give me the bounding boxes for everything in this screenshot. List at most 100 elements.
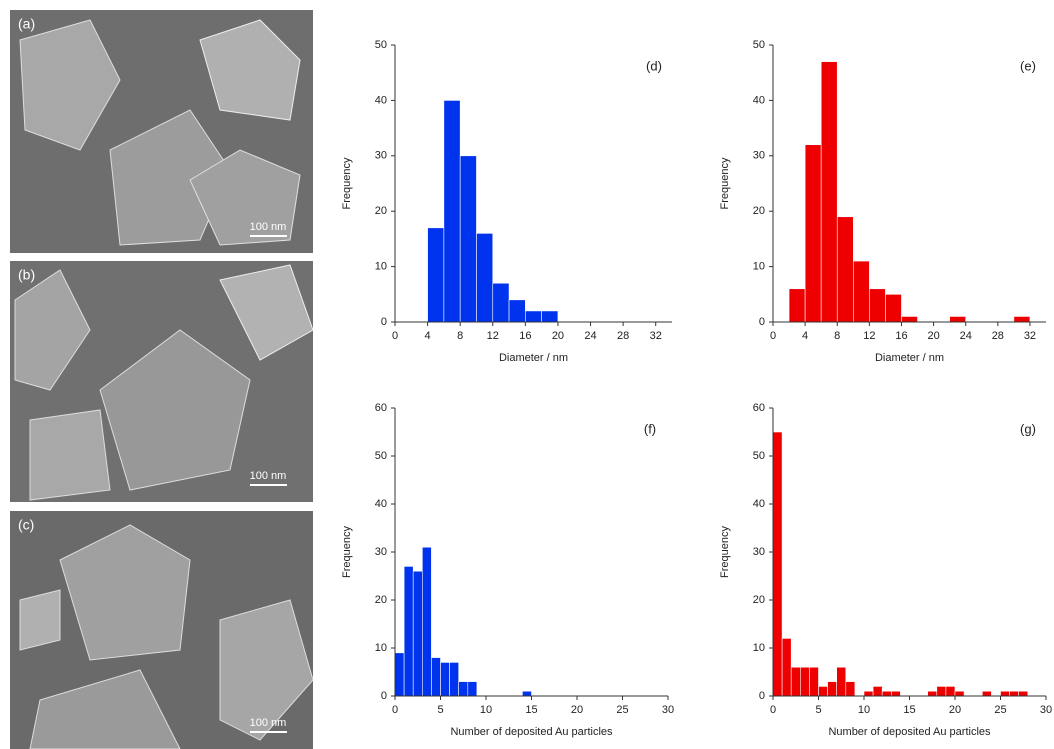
y-axis-label: Frequency — [341, 157, 353, 209]
scale-label: 100 nm — [250, 717, 287, 729]
x-tick-label: 15 — [903, 704, 915, 716]
bar — [799, 666, 810, 697]
x-tick-label: 25 — [616, 704, 628, 716]
grain — [219, 599, 314, 741]
y-tick-label: 10 — [375, 261, 387, 273]
bar — [863, 690, 874, 697]
bar — [427, 227, 445, 323]
bar — [788, 288, 806, 323]
bar — [885, 293, 902, 323]
bar — [845, 681, 856, 697]
y-tick-label: 60 — [375, 402, 387, 414]
bar — [936, 686, 947, 697]
y-tick-label: 0 — [381, 690, 387, 702]
bar — [1018, 690, 1029, 697]
panel-label: (c) — [18, 517, 34, 533]
x-tick-label: 30 — [1040, 704, 1052, 716]
x-tick-label: 25 — [994, 704, 1006, 716]
x-tick-label: 20 — [552, 330, 564, 342]
bar — [443, 100, 461, 323]
y-tick-label: 20 — [753, 205, 765, 217]
bar — [772, 431, 783, 697]
x-tick-label: 24 — [960, 330, 972, 342]
x-tick-label: 16 — [895, 330, 907, 342]
bar — [836, 666, 847, 697]
x-tick-label: 4 — [425, 330, 431, 342]
y-tick-label: 30 — [375, 546, 387, 558]
y-tick-label: 40 — [753, 94, 765, 106]
x-axis-label: Number of deposited Au particles — [450, 726, 613, 738]
grain — [99, 329, 251, 491]
y-tick-label: 40 — [375, 498, 387, 510]
x-axis-label: Diameter / nm — [875, 352, 944, 364]
x-tick-label: 20 — [571, 704, 583, 716]
bar — [818, 686, 828, 697]
x-tick-label: 16 — [519, 330, 531, 342]
bar — [476, 233, 494, 323]
x-axis-label: Diameter / nm — [499, 352, 568, 364]
bar — [804, 144, 822, 323]
panel-label: (b) — [18, 267, 35, 283]
y-tick-label: 20 — [375, 205, 387, 217]
x-tick-label: 10 — [858, 704, 870, 716]
y-tick-label: 30 — [375, 150, 387, 162]
y-tick-label: 0 — [759, 316, 765, 328]
bar — [467, 681, 478, 697]
x-axis-label: Number of deposited Au particles — [828, 726, 991, 738]
chart-annotation: (f) — [644, 421, 656, 436]
y-tick-label: 50 — [753, 450, 765, 462]
x-tick-label: 30 — [662, 704, 674, 716]
bar — [459, 155, 477, 323]
y-tick-label: 40 — [753, 498, 765, 510]
bar — [901, 316, 918, 323]
x-tick-label: 20 — [927, 330, 939, 342]
y-axis-label: Frequency — [719, 157, 731, 209]
bar — [412, 570, 423, 697]
bar — [421, 546, 432, 697]
bar — [449, 662, 460, 697]
chart-annotation: (g) — [1020, 421, 1036, 436]
x-tick-label: 10 — [480, 704, 492, 716]
bar — [890, 690, 901, 697]
bar — [945, 686, 956, 697]
grain — [199, 19, 301, 121]
x-tick-label: 8 — [834, 330, 840, 342]
bar — [981, 690, 992, 697]
grain — [29, 669, 181, 749]
y-tick-label: 60 — [753, 402, 765, 414]
bar — [1000, 690, 1010, 697]
y-axis-label: Frequency — [341, 526, 353, 578]
x-tick-label: 32 — [650, 330, 662, 342]
x-tick-label: 20 — [949, 704, 961, 716]
bar — [881, 690, 892, 697]
grain — [59, 524, 191, 661]
bar — [1013, 316, 1031, 323]
y-tick-label: 20 — [753, 594, 765, 606]
x-tick-label: 0 — [392, 330, 398, 342]
y-tick-label: 50 — [375, 39, 387, 51]
x-tick-label: 4 — [802, 330, 808, 342]
x-tick-label: 24 — [584, 330, 596, 342]
x-tick-label: 8 — [457, 330, 463, 342]
x-tick-label: 5 — [815, 704, 821, 716]
y-tick-label: 10 — [375, 642, 387, 654]
x-tick-label: 12 — [863, 330, 875, 342]
x-tick-label: 28 — [992, 330, 1004, 342]
x-tick-label: 0 — [392, 704, 398, 716]
bar — [827, 681, 837, 697]
bar — [820, 61, 838, 323]
grain — [219, 264, 314, 361]
x-tick-label: 0 — [770, 330, 776, 342]
y-tick-label: 10 — [753, 642, 765, 654]
sem-panels — [10, 10, 314, 749]
grain — [29, 409, 111, 501]
bar — [869, 288, 886, 323]
bar — [492, 282, 510, 323]
y-tick-label: 0 — [381, 316, 387, 328]
y-tick-label: 40 — [375, 94, 387, 106]
scale-label: 100 nm — [250, 221, 287, 233]
x-tick-label: 28 — [617, 330, 629, 342]
grain — [189, 149, 301, 246]
y-axis-label: Frequency — [719, 526, 731, 578]
